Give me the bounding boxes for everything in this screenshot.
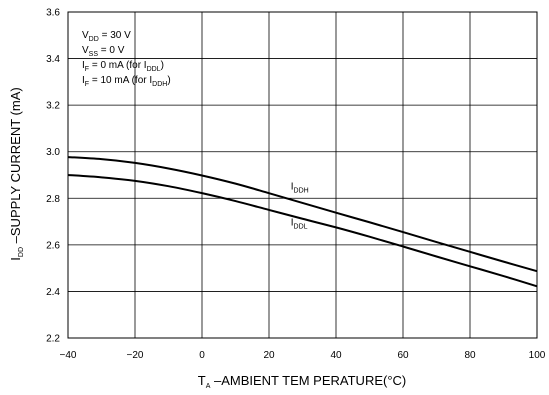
- y-tick-label: 2.8: [46, 194, 60, 205]
- y-tick-label: 2.6: [46, 240, 60, 251]
- condition-line: VSS = 0 V: [82, 45, 125, 58]
- series-line-ddh: [67, 156, 538, 273]
- x-tick-label: −40: [60, 350, 77, 361]
- series-label-ddh: IDDH: [291, 181, 309, 194]
- y-tick-labels: 2.2 2.4 2.6 2.8 3.0 3.2 3.4 3.6: [46, 8, 60, 345]
- x-axis-title: TA –AMBIENT TEM PERATURE(°C): [198, 373, 407, 390]
- data-lines: [67, 156, 538, 288]
- condition-line: IF = 0 mA (for IDDL): [82, 60, 164, 73]
- y-tick-label: 3.6: [46, 8, 60, 19]
- plot-background: [68, 12, 537, 338]
- x-tick-labels: −40 −20 0 20 40 60 80 100: [60, 350, 546, 361]
- x-tick-label: 100: [529, 350, 546, 361]
- series-line-ddl: [67, 174, 538, 288]
- y-axis-title: IDD –SUPPLY CURRENT (mA): [8, 87, 25, 260]
- y-tick-label: 3.2: [46, 101, 60, 112]
- test-conditions: VDD = 30 V VSS = 0 V IF = 0 mA (for IDDL) I…: [82, 30, 171, 88]
- series-labels: IDDH IDDL: [291, 181, 309, 230]
- condition-line: VDD = 30 V: [82, 30, 131, 43]
- y-tick-label: 2.4: [46, 287, 60, 298]
- y-tick-label: 2.2: [46, 334, 60, 345]
- x-tick-label: 60: [397, 350, 409, 361]
- x-tick-label: 0: [199, 350, 205, 361]
- y-tick-label: 3.4: [46, 54, 60, 65]
- series-label-ddl: IDDL: [291, 218, 308, 231]
- x-tick-label: −20: [127, 350, 144, 361]
- y-tick-label: 3.0: [46, 147, 60, 158]
- x-tick-label: 80: [464, 350, 476, 361]
- plot-frame: [67, 11, 538, 339]
- x-tick-label: 40: [330, 350, 342, 361]
- condition-line: IF = 10 mA (for IDDH): [82, 75, 171, 88]
- x-tick-label: 20: [263, 350, 275, 361]
